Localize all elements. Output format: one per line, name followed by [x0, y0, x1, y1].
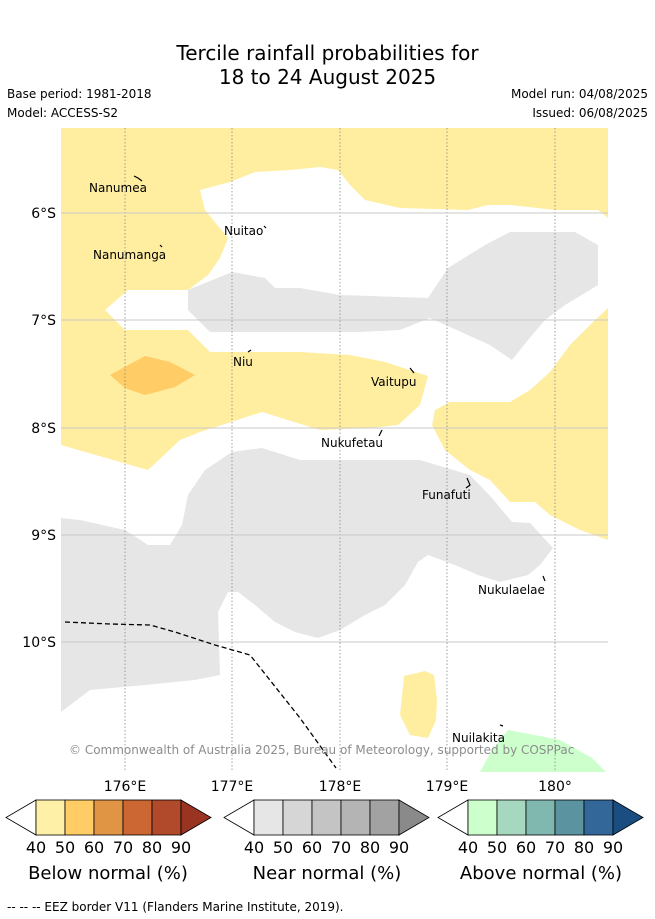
island-vaitupu	[409, 367, 415, 374]
colorbar-below-segment-60	[93, 799, 124, 836]
colorbar-near-segment-60	[311, 799, 342, 836]
colorbar-near-segment-50	[282, 799, 313, 836]
island-marks	[133, 175, 546, 727]
colorbar-near-segment-70	[340, 799, 371, 836]
latitude-gridlines	[61, 212, 608, 643]
island-niu	[247, 349, 252, 353]
colorbar-below-tick-90: 90	[171, 838, 191, 857]
model-run: Model run: 04/08/2025	[510, 87, 648, 101]
colorbar-above-lower-extend	[437, 799, 469, 836]
colorbar-below: 40 50 60 70 80 90	[5, 799, 212, 857]
island-nukulaelae	[542, 575, 546, 582]
colorbar-near-tick-90: 90	[389, 838, 409, 857]
eez-border-legend: -- -- -- EEZ border V11 (Flanders Marine…	[7, 900, 344, 914]
island-funafuti	[465, 477, 471, 489]
colorbar-below-tick-50: 50	[55, 838, 75, 857]
lat-label-8s: 8°S	[31, 421, 56, 437]
colorbar-above-tick-50: 50	[487, 838, 507, 857]
lat-label-10s: 10°S	[22, 635, 56, 651]
colorbar-above-tick-80: 80	[574, 838, 594, 857]
longitude-gridlines	[124, 128, 556, 772]
lon-label-178e: 178°E	[319, 779, 362, 795]
colorbar-below-segment-50	[64, 799, 95, 836]
place-nuilakita: Nuilakita	[452, 731, 505, 745]
lat-label-6s: 6°S	[31, 206, 56, 222]
above-normal-region	[480, 730, 606, 772]
colorbar-near-upper-extend	[398, 799, 430, 836]
lon-label-180: 180°	[538, 779, 572, 795]
colorbar-below-segment-40	[35, 799, 66, 836]
below-normal-region-north	[61, 128, 608, 470]
colorbar-below-tick-40: 40	[26, 838, 46, 857]
colorbar-near-tick-60: 60	[302, 838, 322, 857]
model-name: Model: ACCESS-S2	[7, 106, 119, 120]
island-nuilakita	[499, 724, 504, 727]
colorbar-near-tick-40: 40	[244, 838, 264, 857]
copyright-notice: © Commonwealth of Australia 2025, Bureau…	[69, 743, 574, 757]
lon-label-179e: 179°E	[426, 779, 469, 795]
lon-label-176e: 176°E	[104, 779, 147, 795]
colorbar-near-tick-50: 50	[273, 838, 293, 857]
colorbar-above-tick-60: 60	[516, 838, 536, 857]
island-nukufetau	[378, 429, 383, 437]
place-niu: Niu	[233, 355, 253, 369]
colorbar-above: 40 50 60 70 80 90	[437, 799, 644, 857]
island-nuitao	[263, 225, 267, 229]
colorbar-label-below: Below normal (%)	[28, 863, 188, 884]
colorbar-below-tick-80: 80	[142, 838, 162, 857]
lat-label-9s: 9°S	[31, 528, 56, 544]
place-nukulaelae: Nukulaelae	[478, 583, 545, 597]
colorbar-near: 40 50 60 70 80 90	[223, 799, 430, 857]
colorbar-above-upper-extend	[612, 799, 644, 836]
map-title-line1: Tercile rainfall probabilities for	[176, 41, 479, 65]
base-period: Base period: 1981-2018	[7, 87, 152, 101]
place-nuitao: Nuitao	[224, 224, 263, 238]
issued-date: Issued: 06/08/2025	[532, 106, 648, 120]
island-nanumea	[133, 175, 143, 182]
colorbar-above-segment-40	[467, 799, 498, 836]
near-normal-region-lower	[61, 448, 553, 712]
colorbar-near-tick-70: 70	[331, 838, 351, 857]
map-area: Nanumea Nuitao Nanumanga Niu Vaitupu Nuk…	[61, 128, 608, 772]
colorbar-near-segment-80	[369, 799, 400, 836]
colorbar-below-tick-70: 70	[113, 838, 133, 857]
colorbar-near-lower-extend	[223, 799, 255, 836]
colorbar-near-segment-40	[253, 799, 284, 836]
below-normal-region-east	[432, 308, 608, 540]
colorbar-below-tick-60: 60	[84, 838, 104, 857]
colorbar-above-segment-70	[554, 799, 585, 836]
colorbar-below-upper-extend	[180, 799, 212, 836]
below-normal-region-small	[400, 671, 437, 738]
colorbar-below-segment-80	[151, 799, 182, 836]
place-vaitupu: Vaitupu	[371, 375, 417, 389]
colorbar-above-segment-60	[525, 799, 556, 836]
colorbar-legends: 40 50 60 70 80 90 40 50 60 70 80 90 40 50 60 70 80 90	[5, 799, 644, 857]
place-funafuti: Funafuti	[422, 488, 471, 502]
island-nanumanga	[159, 244, 163, 248]
colorbar-below-lower-extend	[5, 799, 37, 836]
colorbar-above-tick-70: 70	[545, 838, 565, 857]
place-nanumanga: Nanumanga	[93, 248, 166, 262]
colorbar-above-tick-90: 90	[603, 838, 623, 857]
eez-border	[64, 621, 337, 769]
map-title-line2: 18 to 24 August 2025	[218, 65, 437, 89]
place-nukufetau: Nukufetau	[321, 436, 383, 450]
colorbar-label-near: Near normal (%)	[252, 863, 402, 884]
colorbar-above-segment-50	[496, 799, 527, 836]
colorbar-below-segment-70	[122, 799, 153, 836]
near-normal-region-upper	[188, 232, 598, 360]
lat-label-7s: 7°S	[31, 313, 56, 329]
colorbar-near-tick-80: 80	[360, 838, 380, 857]
colorbar-above-tick-40: 40	[458, 838, 478, 857]
below-normal-50-region	[110, 356, 195, 395]
lon-label-177e: 177°E	[211, 779, 254, 795]
place-nanumea: Nanumea	[89, 181, 147, 195]
colorbar-above-segment-80	[583, 799, 614, 836]
colorbar-label-above: Above normal (%)	[459, 863, 623, 884]
